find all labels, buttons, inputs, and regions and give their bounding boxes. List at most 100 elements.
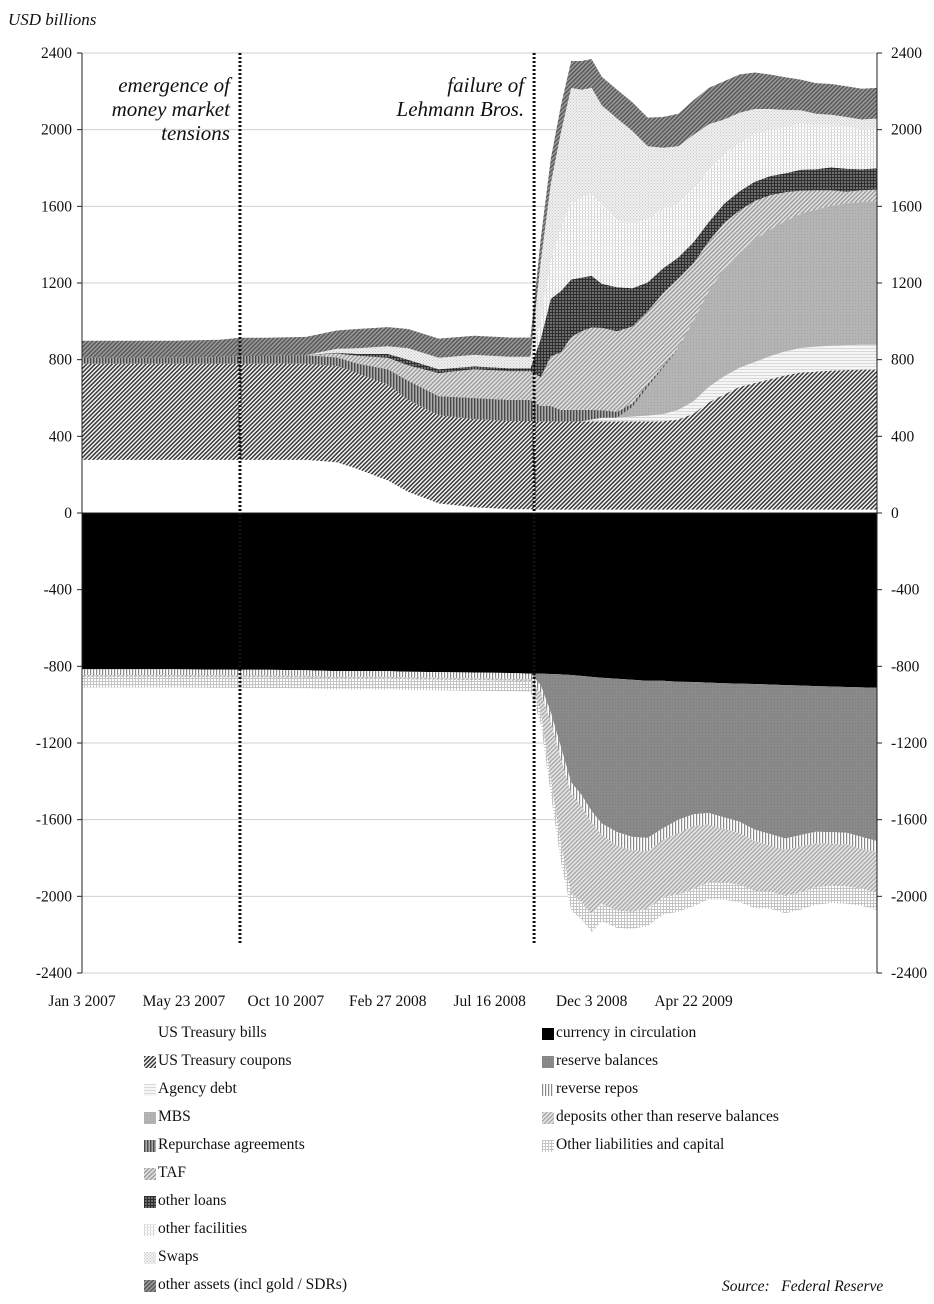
y-tick-label-left: 1200 (41, 275, 72, 292)
legend-item-taf: TAF (144, 1164, 186, 1182)
legend-label-repurchase-agreements: Repurchase agreements (158, 1136, 305, 1153)
legend-swatch-us-treasury-bills (144, 1027, 156, 1040)
legend-item-deposits-other-than-reserve-balances: deposits other than reserve balances (542, 1108, 779, 1126)
y-tick-label-left: -2000 (36, 888, 72, 905)
y-tick-label-right: 400 (891, 428, 915, 445)
legend-item-other-loans: other loans (144, 1192, 226, 1210)
legend-label-other-assets: other assets (incl gold / SDRs) (158, 1276, 347, 1293)
x-tick-label: Jul 16 2008 (454, 993, 527, 1010)
legend-item-other-liabilities-and-capital: Other liabilities and capital (542, 1136, 724, 1154)
x-tick-label: Apr 22 2009 (654, 993, 733, 1010)
legend-item-agency-debt: Agency debt (144, 1080, 237, 1098)
y-tick-label-left: -1200 (36, 735, 72, 752)
y-tick-label-right: -2000 (891, 888, 927, 905)
legend-label-deposits-other-than-reserve-balances: deposits other than reserve balances (556, 1108, 779, 1125)
legend-swatch-other-liabilities-and-capital (542, 1139, 554, 1152)
legend-label-other-facilities: other facilities (158, 1220, 248, 1237)
legend-swatch-other-loans (144, 1195, 156, 1208)
y-tick-label-right: -800 (891, 658, 920, 675)
series-mbs (82, 201, 877, 422)
series-taf (82, 189, 877, 412)
legend-label-us-treasury-coupons: US Treasury coupons (158, 1052, 292, 1069)
legend-label-other-liabilities-and-capital: Other liabilities and capital (556, 1136, 725, 1153)
y-tick-label-left: -1600 (36, 812, 72, 829)
y-axis-left: 2400 2000 1600 1200 800 400 0 -400 -800 -1200 -160… (36, 45, 82, 982)
legend-label-currency-in-circulation: currency in circulation (556, 1024, 697, 1041)
x-tick-label: Dec 3 2008 (556, 993, 628, 1010)
legend-item-reverse-repos: reverse repos (542, 1080, 638, 1098)
legend-swatch-mbs (144, 1111, 156, 1124)
series-agency-debt (82, 344, 877, 422)
legend-label-other-loans: other loans (158, 1192, 227, 1209)
asset-areas (82, 59, 877, 513)
y-axis-right: 2400 2000 1600 1200 800 400 0 -400 -800 -1200 -160… (877, 45, 927, 982)
event-lines (238, 53, 536, 945)
y-tick-label-right: -1600 (891, 812, 927, 829)
legend-swatch-taf (144, 1167, 156, 1180)
legend-label-reverse-repos: reverse repos (556, 1080, 639, 1097)
y-tick-label-left: 0 (64, 505, 72, 522)
legend-item-other-assets: other assets (incl gold / SDRs) (144, 1276, 347, 1294)
x-tick-label: Oct 10 2007 (248, 993, 325, 1010)
y-tick-label-left: -400 (44, 582, 73, 599)
legend: US Treasury bills US Treasury coupons Ag… (144, 1024, 524, 1304)
legend-item-repurchase-agreements: Repurchase agreements (144, 1136, 305, 1154)
y-tick-label-left: 800 (49, 352, 73, 369)
legend-label-us-treasury-bills: US Treasury bills (158, 1024, 267, 1041)
x-tick-label: May 23 2007 (143, 993, 226, 1010)
y-axis-label: USD billions (8, 10, 97, 29)
y-tick-label-left: 2000 (41, 122, 72, 139)
legend-item-mbs: MBS (144, 1108, 191, 1126)
annotation-1-line: tensions (161, 121, 230, 145)
legend-label-reserve-balances: reserve balances (556, 1052, 658, 1069)
y-tick-label-right: -400 (891, 582, 920, 599)
series-us-treasury-coupons (82, 363, 877, 510)
legend-label-agency-debt: Agency debt (158, 1080, 237, 1097)
y-tick-label-left: 400 (49, 428, 73, 445)
x-tick-label: Jan 3 2007 (48, 993, 115, 1010)
legend-swatch-currency-in-circulation (542, 1027, 554, 1040)
x-tick-label: Feb 27 2008 (349, 993, 427, 1010)
source-note: Source: Federal Reserve (722, 1278, 884, 1295)
legend-swatch-other-assets (144, 1279, 156, 1292)
series-other-assets-incl-gold-sdrs (82, 59, 877, 358)
legend-swatch-reserve-balances (542, 1055, 554, 1068)
liability-areas (82, 513, 877, 932)
y-tick-label-left: 1600 (41, 198, 72, 215)
y-tick-label-left: -800 (44, 658, 73, 675)
legend-swatch-us-treasury-coupons (144, 1055, 156, 1068)
y-tick-label-right: 1200 (891, 275, 922, 292)
annotation-2-line: Lehmann Bros. (396, 97, 525, 121)
legend-swatch-reverse-repos (542, 1083, 554, 1096)
y-tick-label-right: 2000 (891, 122, 922, 139)
y-tick-label-right: 0 (891, 505, 899, 522)
legend-label-taf: TAF (158, 1164, 187, 1181)
annotation-1-line: emergence of (118, 73, 233, 97)
legend-item-currency-in-circulation: currency in circulation (542, 1024, 696, 1042)
legend-item-reserve-balances: reserve balances (542, 1052, 658, 1070)
y-tick-label-left: 2400 (41, 45, 72, 62)
legend-item-us-treasury-coupons: US Treasury coupons (144, 1052, 291, 1070)
y-tick-label-right: -1200 (891, 735, 927, 752)
y-tick-label-right: 2400 (891, 45, 922, 62)
series-us-treasury-bills (82, 459, 877, 513)
annotation-1-line: money market (112, 97, 232, 121)
series-other-loans (82, 167, 877, 378)
series-currency-in-circulation (82, 513, 877, 688)
legend-item-us-treasury-bills: US Treasury bills (144, 1024, 267, 1042)
series-deposits-other-than-reserve-balances (82, 675, 877, 915)
y-tick-label-right: 800 (891, 352, 915, 369)
legend-label-mbs: MBS (158, 1108, 191, 1125)
series-other-facilities (82, 123, 877, 370)
legend-liabilities: currency in circulation reserve balances… (542, 1024, 902, 1164)
legend-item-other-facilities: other facilities (144, 1220, 247, 1238)
annotation-2-line: failure of (447, 73, 527, 97)
legend-swatch-agency-debt (144, 1083, 156, 1096)
y-tick-label-right: 1600 (891, 198, 922, 215)
x-axis: Jan 3 2007 May 23 2007 Oct 10 2007 Feb 27 2… (48, 993, 733, 1010)
series-swaps (82, 87, 877, 370)
legend-swatch-other-facilities (144, 1223, 156, 1236)
legend-item-swaps: Swaps (144, 1248, 198, 1266)
